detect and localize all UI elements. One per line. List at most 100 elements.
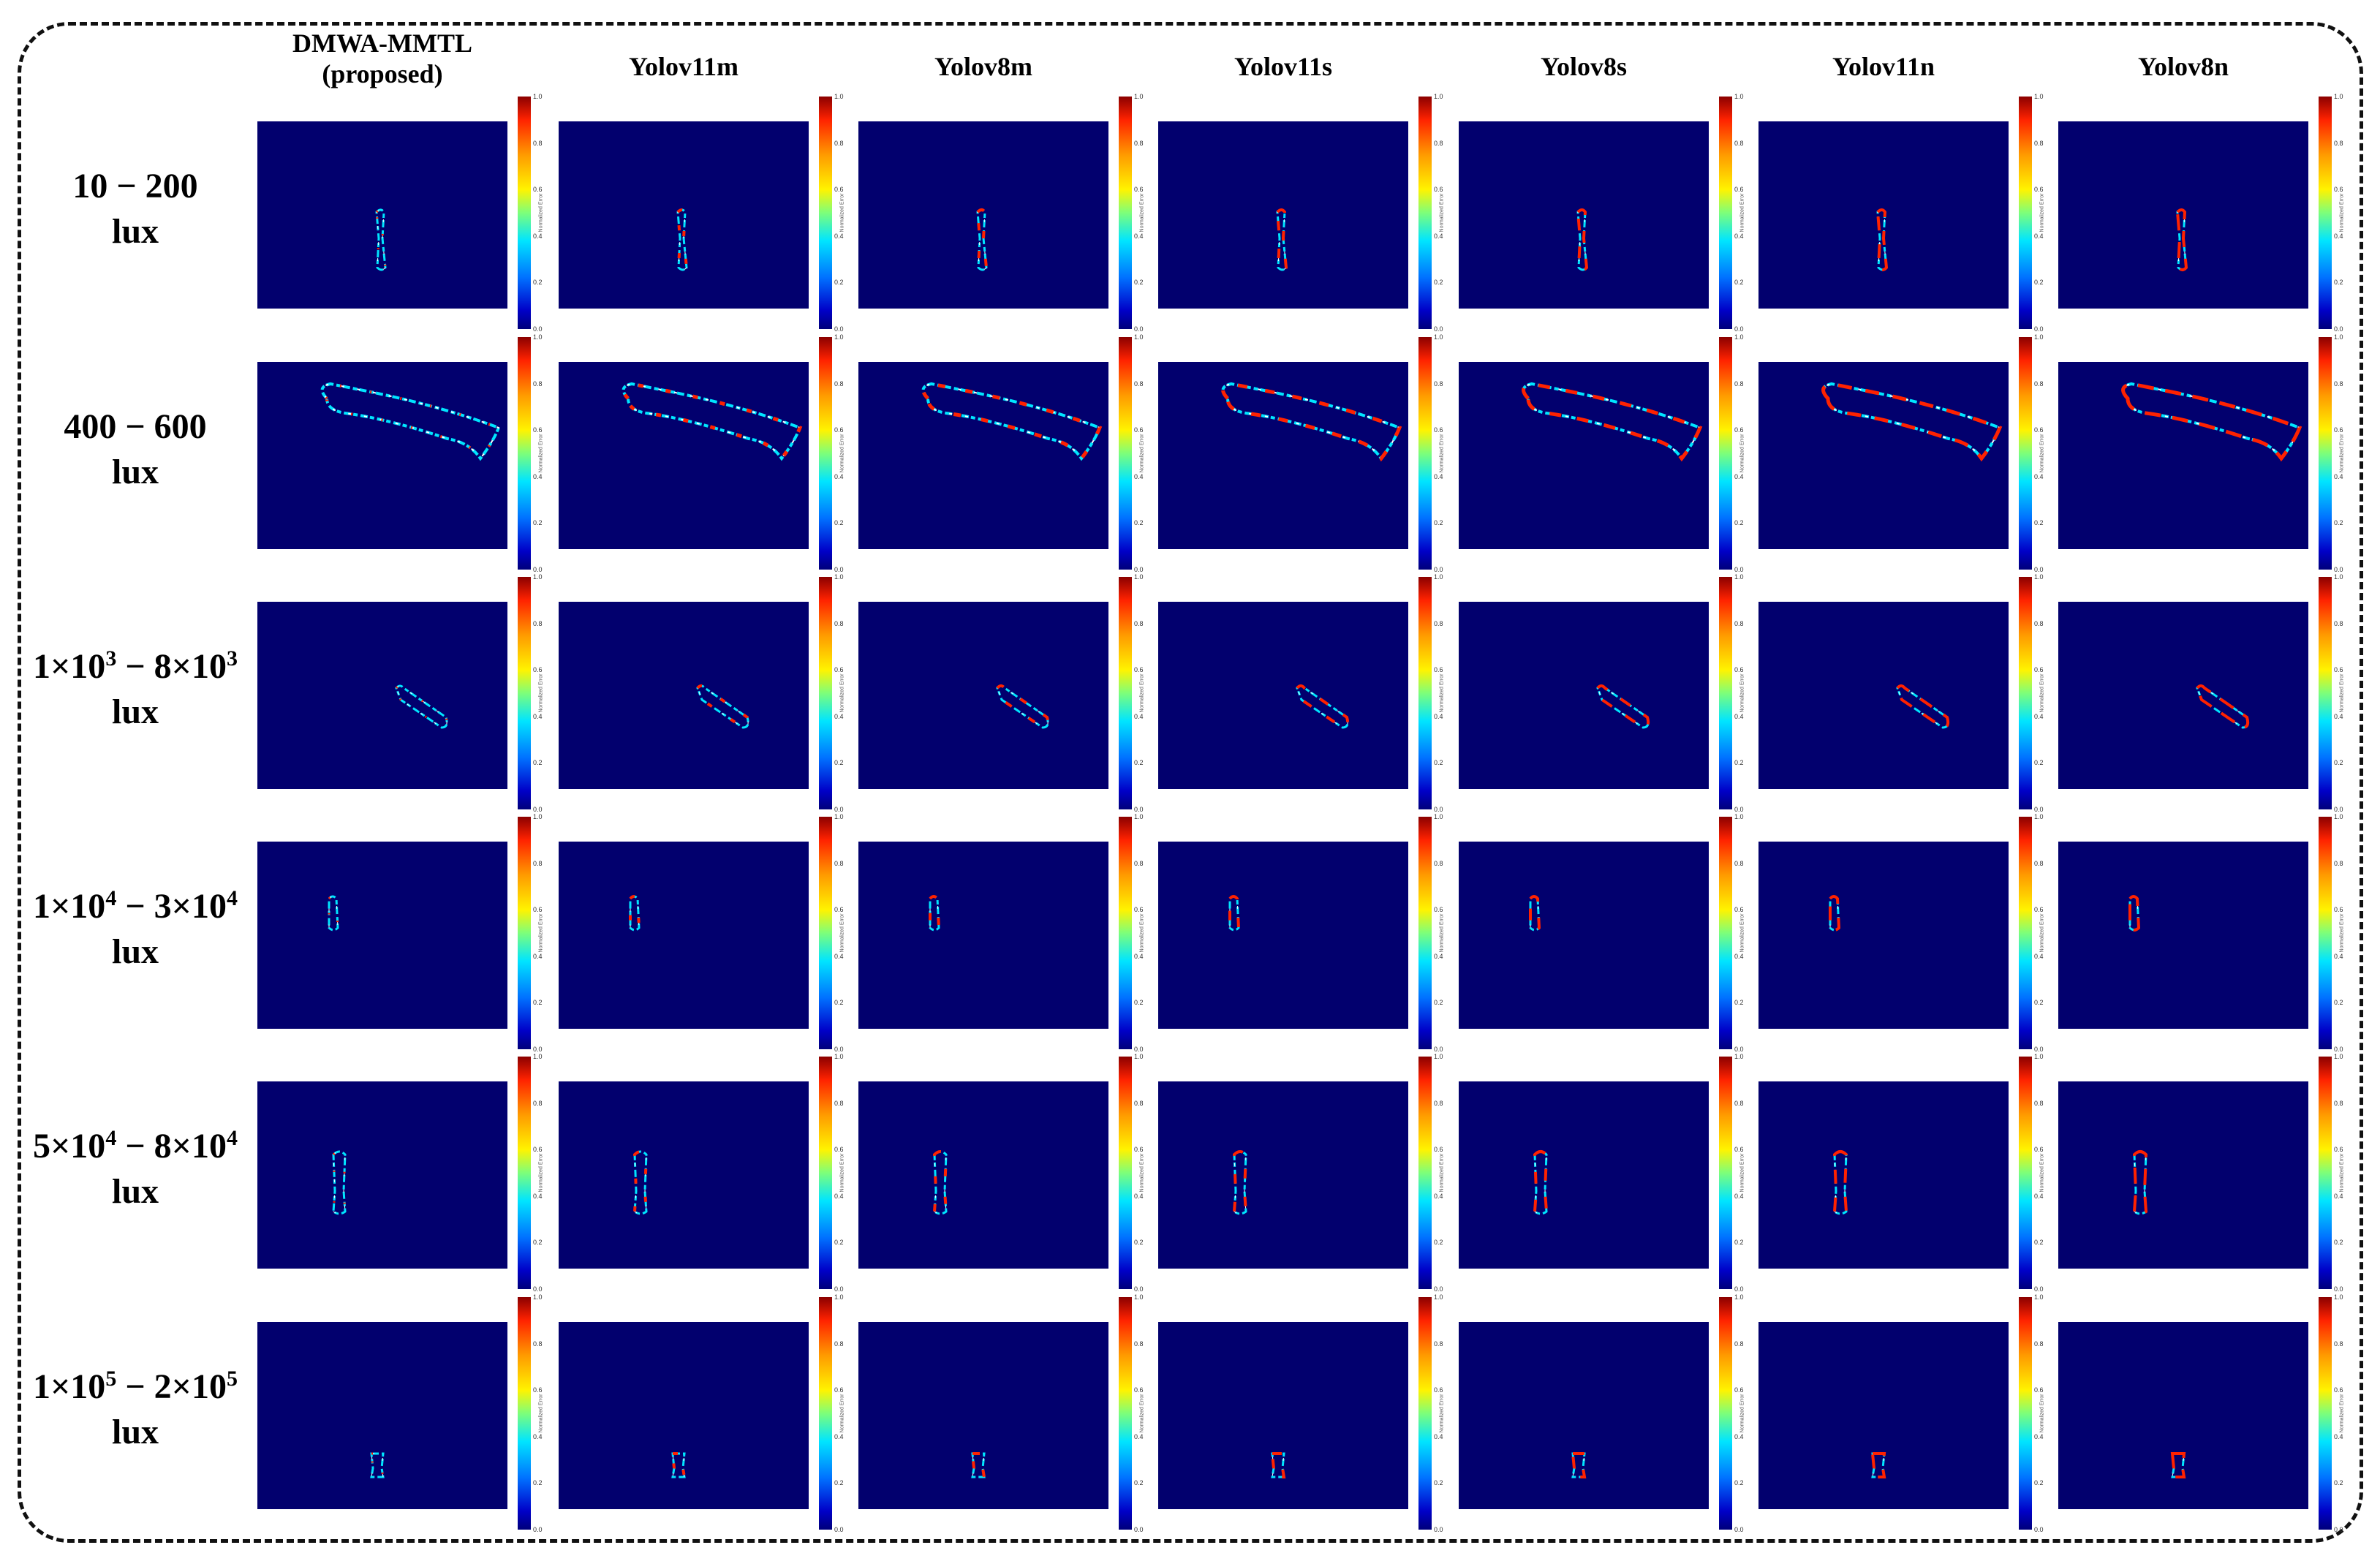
colorbar-tick: 0.2 bbox=[2334, 1479, 2343, 1487]
colorbar-tick: 0.2 bbox=[834, 999, 844, 1007]
colorbar-tick: 0.2 bbox=[1434, 1239, 1443, 1247]
colorbar-tick: 0.0 bbox=[1134, 1285, 1144, 1293]
colorbar-tick: 0.2 bbox=[1434, 279, 1443, 287]
colorbar: 1.0 0.8 0.6 0.4 0.2 0.0 Normalized Error bbox=[2319, 333, 2345, 573]
error-heatmap bbox=[1158, 1081, 1408, 1269]
colorbar-gradient bbox=[518, 97, 531, 329]
colorbar-tick: 0.0 bbox=[1734, 566, 1744, 573]
colorbar-label: Normalized Error bbox=[839, 1394, 845, 1433]
colorbar-tick: 0.8 bbox=[1734, 139, 1744, 147]
colorbar-tick: 0.6 bbox=[1734, 1146, 1744, 1154]
heatmap-panel: 1.0 0.8 0.6 0.4 0.2 0.0 Normalized Error bbox=[1158, 1293, 1448, 1533]
heatmap-panel: 1.0 0.8 0.6 0.4 0.2 0.0 Normalized Error bbox=[2058, 93, 2348, 333]
heatmap-panel: 1.0 0.8 0.6 0.4 0.2 0.0 Normalized Error bbox=[1459, 813, 1748, 1053]
error-contour bbox=[320, 382, 501, 461]
colorbar-label: Normalized Error bbox=[839, 193, 845, 233]
colorbar-gradient bbox=[1119, 1057, 1132, 1289]
contour-hotspot bbox=[2128, 895, 2141, 932]
colorbar-tick: 0.6 bbox=[1434, 426, 1443, 434]
contour-edge bbox=[332, 1150, 347, 1215]
colorbar-tick: 0.8 bbox=[1734, 1340, 1744, 1348]
error-heatmap bbox=[858, 1081, 1108, 1269]
error-heatmap bbox=[2058, 1322, 2308, 1509]
colorbar-gradient bbox=[1418, 1297, 1432, 1530]
contour-hotspot bbox=[1529, 895, 1541, 932]
heatmap-panel: 1.0 0.8 0.6 0.4 0.2 0.0 Normalized Error bbox=[257, 93, 547, 333]
colorbar-tick: 0.0 bbox=[1434, 325, 1443, 333]
colorbar-gradient bbox=[1119, 97, 1132, 329]
row-label: 1×105 − 2×105 lux bbox=[15, 1364, 256, 1455]
heatmap-panel: 1.0 0.8 0.6 0.4 0.2 0.0 Normalized Error bbox=[1158, 573, 1448, 813]
error-contour bbox=[1275, 208, 1288, 271]
colorbar-tick: 0.0 bbox=[1734, 806, 1744, 813]
colorbar-tick: 0.2 bbox=[2034, 759, 2044, 767]
colorbar-tick: 1.0 bbox=[2034, 573, 2044, 581]
colorbar-tick: 0.8 bbox=[533, 859, 543, 867]
colorbar-tick: 0.6 bbox=[533, 666, 543, 674]
colorbar-tick: 1.0 bbox=[1434, 333, 1443, 341]
colorbar-tick: 0.8 bbox=[1134, 1340, 1144, 1348]
colorbar-tick: 0.8 bbox=[533, 379, 543, 388]
colorbar-tick: 0.0 bbox=[1734, 325, 1744, 333]
column-header-name: Yolov11m bbox=[628, 52, 738, 81]
contour-hotspot bbox=[1533, 1150, 1549, 1215]
colorbar-tick: 0.8 bbox=[2334, 619, 2343, 627]
heatmap-panel: 1.0 0.8 0.6 0.4 0.2 0.0 Normalized Error bbox=[858, 93, 1148, 333]
contour-edge bbox=[328, 895, 339, 932]
colorbar-label: Normalized Error bbox=[2339, 913, 2345, 953]
colorbar: 1.0 0.8 0.6 0.4 0.2 0.0 Normalized Error bbox=[2319, 813, 2345, 1053]
colorbar-tick: 0.4 bbox=[1134, 232, 1144, 240]
colorbar-gradient bbox=[1719, 1297, 1732, 1530]
heatmap-panel: 1.0 0.8 0.6 0.4 0.2 0.0 Normalized Error bbox=[257, 1293, 547, 1533]
colorbar-tick: 0.2 bbox=[1734, 519, 1744, 527]
heatmap-panel: 1.0 0.8 0.6 0.4 0.2 0.0 Normalized Error bbox=[858, 813, 1148, 1053]
colorbar-tick: 1.0 bbox=[2034, 1053, 2044, 1060]
error-contour bbox=[2121, 382, 2302, 462]
contour-hotspot bbox=[1522, 382, 1703, 462]
error-contour bbox=[1529, 895, 1541, 932]
colorbar-tick: 0.4 bbox=[2334, 232, 2343, 240]
colorbar-label: Normalized Error bbox=[839, 913, 845, 953]
colorbar: 1.0 0.8 0.6 0.4 0.2 0.0 Normalized Error bbox=[819, 93, 845, 333]
colorbar-tick: 0.2 bbox=[1434, 519, 1443, 527]
colorbar-tick: 0.4 bbox=[1734, 1192, 1744, 1200]
colorbar-tick: 0.6 bbox=[1134, 1386, 1144, 1394]
colorbar-tick: 0.8 bbox=[1434, 859, 1443, 867]
colorbar-tick: 0.8 bbox=[1734, 619, 1744, 627]
error-contour bbox=[1232, 1150, 1248, 1215]
error-contour bbox=[995, 684, 1050, 730]
heatmap-panel: 1.0 0.8 0.6 0.4 0.2 0.0 Normalized Error bbox=[1459, 1293, 1748, 1533]
contour-highlight bbox=[1822, 382, 2001, 460]
heatmap-panel: 1.0 0.8 0.6 0.4 0.2 0.0 Normalized Error bbox=[2058, 1293, 2348, 1533]
colorbar-gradient bbox=[1719, 817, 1732, 1049]
colorbar: 1.0 0.8 0.6 0.4 0.2 0.0 Normalized Error bbox=[819, 813, 845, 1053]
contour-highlight bbox=[1834, 1151, 1847, 1214]
colorbar-tick: 1.0 bbox=[2034, 93, 2044, 100]
colorbar: 1.0 0.8 0.6 0.4 0.2 0.0 Normalized Error bbox=[1119, 333, 1145, 573]
contour-edge bbox=[696, 684, 749, 729]
error-heatmap bbox=[559, 1322, 809, 1509]
colorbar-gradient bbox=[2319, 577, 2332, 809]
colorbar-label: Normalized Error bbox=[2039, 193, 2045, 233]
colorbar-tick: 0.2 bbox=[834, 1239, 844, 1247]
colorbar-tick: 0.8 bbox=[1434, 379, 1443, 388]
colorbar-tick: 0.4 bbox=[2334, 1432, 2343, 1440]
error-contour bbox=[1870, 1452, 1886, 1478]
colorbar-tick: 0.0 bbox=[1434, 806, 1443, 813]
colorbar-label: Normalized Error bbox=[839, 1153, 845, 1193]
colorbar-tick: 1.0 bbox=[533, 333, 543, 341]
colorbar-gradient bbox=[1119, 817, 1132, 1049]
colorbar-tick: 0.8 bbox=[2334, 379, 2343, 388]
colorbar-tick: 0.6 bbox=[2334, 186, 2343, 194]
colorbar-gradient bbox=[1119, 337, 1132, 570]
heatmap-panel: 1.0 0.8 0.6 0.4 0.2 0.0 Normalized Error bbox=[1158, 93, 1448, 333]
colorbar: 1.0 0.8 0.6 0.4 0.2 0.0 Normalized Error bbox=[518, 573, 544, 813]
column-header: Yolov8s bbox=[1437, 51, 1731, 82]
contour-highlight bbox=[396, 685, 447, 728]
colorbar-label: Normalized Error bbox=[1139, 434, 1145, 473]
colorbar-tick: 1.0 bbox=[1434, 93, 1443, 100]
error-heatmap bbox=[1758, 842, 2009, 1029]
contour-highlight bbox=[1522, 382, 1701, 460]
colorbar-tick: 0.8 bbox=[1134, 379, 1144, 388]
colorbar-tick: 0.8 bbox=[834, 859, 844, 867]
